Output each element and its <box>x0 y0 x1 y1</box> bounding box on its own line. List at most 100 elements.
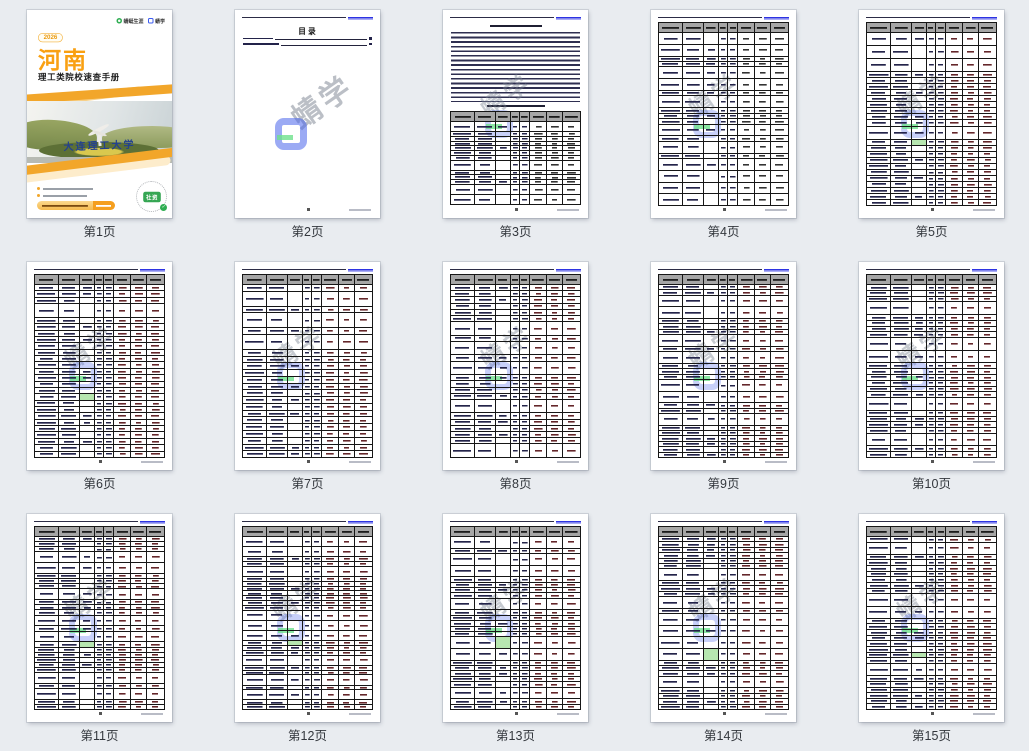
toc-page-number-skeleton <box>369 42 372 46</box>
table-row <box>243 536 372 547</box>
table-cell <box>682 413 703 425</box>
table-cell <box>353 397 372 403</box>
table-cell <box>867 676 891 681</box>
table-cell <box>286 645 303 650</box>
table-cell <box>338 645 354 650</box>
toc-leader-line <box>281 44 367 46</box>
table-cell <box>243 334 267 349</box>
page-thumbnail-5[interactable]: 蜻学 <box>859 10 1004 218</box>
table-cell <box>702 141 719 153</box>
table-row <box>867 32 996 46</box>
table-cell <box>321 306 339 313</box>
table-cell <box>58 304 79 317</box>
table-cell <box>113 552 131 563</box>
table-cell <box>494 122 511 132</box>
table-cell <box>934 78 946 84</box>
table-cell <box>934 606 946 618</box>
highlighted-cell <box>78 642 95 647</box>
table-cell <box>451 593 475 598</box>
page-thumbnail-13[interactable]: 蜻学 <box>443 514 588 722</box>
table-cell <box>890 175 911 181</box>
table-cell <box>561 361 580 375</box>
table-cell <box>529 537 547 548</box>
table-cell <box>718 141 727 153</box>
page-thumbnail-7[interactable]: 蜻学 <box>235 262 380 470</box>
page-thumbnail-1[interactable]: 蜻蜓生涯 蜻学 2026 河南 理工类院校速查手册 大连理工大学 <box>27 10 172 218</box>
table-cell <box>113 451 131 457</box>
table-cell <box>35 647 59 652</box>
table-cell <box>286 285 303 291</box>
table-cell <box>977 577 996 583</box>
table-cell <box>659 413 683 425</box>
page-thumbnail-4[interactable]: 蜻学 <box>651 10 796 218</box>
page-thumbnail-10[interactable]: 蜻学 <box>859 262 1004 470</box>
table-cell <box>754 441 770 447</box>
table-cell <box>310 650 322 655</box>
contact-cta-button[interactable] <box>37 201 115 210</box>
page-thumbnail-11[interactable]: 蜻学 <box>27 514 172 722</box>
table-cell <box>529 322 547 335</box>
page-thumbnail-12[interactable]: 蜻学 <box>235 514 380 722</box>
table-cell <box>78 381 95 387</box>
table-cell <box>35 704 59 710</box>
table-cell <box>682 441 703 447</box>
page-thumbnail-9[interactable]: 蜻学 <box>651 262 796 470</box>
table-cell <box>494 393 511 399</box>
table-cell <box>243 670 267 675</box>
table-row <box>867 553 996 560</box>
table-cell <box>561 565 580 577</box>
table-cell <box>561 582 580 587</box>
table-cell <box>682 108 703 113</box>
table-header-cell <box>113 275 131 284</box>
table-cell <box>718 452 727 457</box>
table-cell <box>702 307 719 318</box>
table-cell <box>94 610 103 615</box>
table-cell <box>737 608 755 614</box>
table-header-cell <box>769 23 788 32</box>
table-cell <box>145 673 164 683</box>
page-thumbnail-2[interactable]: 目录 蜻学 <box>235 10 380 218</box>
page-thumbnail-6[interactable]: 蜻学 <box>27 262 172 470</box>
table-cell <box>867 120 891 126</box>
table-cell <box>718 614 727 625</box>
table-cell <box>266 557 287 562</box>
table-cell <box>243 451 267 458</box>
table-cell <box>338 417 354 424</box>
page-thumbnail-3[interactable]: 蜻学 <box>443 10 588 218</box>
table-cell <box>867 392 891 398</box>
table-cell <box>302 581 311 586</box>
page-thumbnail-8[interactable]: 蜻学 <box>443 262 588 470</box>
table-cell <box>94 657 103 662</box>
table-cell <box>718 676 727 688</box>
header-link-skeleton <box>972 16 997 19</box>
table-cell <box>737 90 755 96</box>
table-cell <box>130 349 146 356</box>
table-cell <box>926 571 935 577</box>
table-cell <box>302 591 311 596</box>
data-table-skeleton <box>242 526 373 710</box>
page-thumbnail-14[interactable]: 蜻学 <box>651 514 796 722</box>
table-row <box>659 289 788 295</box>
table-cell <box>769 290 788 295</box>
table-cell <box>113 673 131 683</box>
table-cell <box>934 380 946 386</box>
table-cell <box>737 182 755 194</box>
table-cell <box>934 102 946 108</box>
brand-right: 蜻学 <box>148 17 165 25</box>
table-cell <box>145 615 164 626</box>
table-row <box>867 686 996 693</box>
table-cell <box>286 601 303 605</box>
table-cell <box>474 553 495 565</box>
table-cell <box>890 102 911 108</box>
table-cell <box>302 313 311 328</box>
table-cell <box>58 574 79 579</box>
table-cell <box>474 355 495 361</box>
table-row <box>867 385 996 392</box>
table-row <box>659 580 788 586</box>
table-cell <box>35 317 59 324</box>
page-header-line <box>658 520 789 523</box>
table-cell <box>890 664 911 676</box>
table-row <box>35 348 164 356</box>
table-cell <box>145 631 164 642</box>
page-thumbnail-15[interactable]: 蜻学 <box>859 514 1004 722</box>
